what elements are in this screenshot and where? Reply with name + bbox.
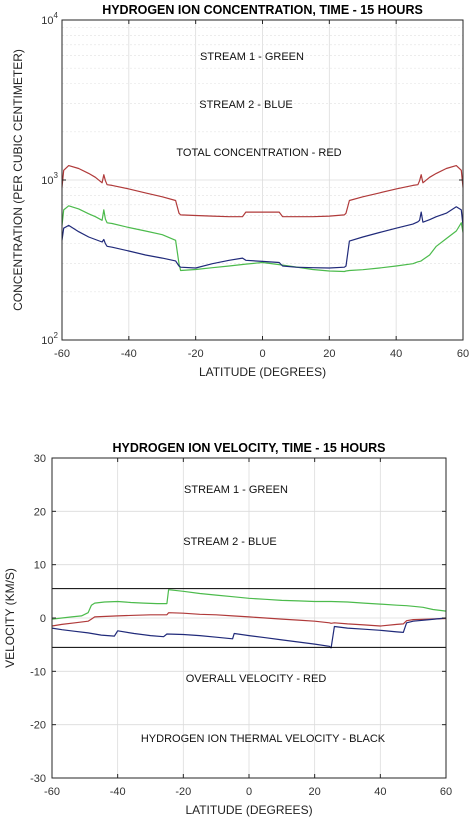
y-tick-exponent: 4 [54, 11, 59, 20]
series-line-3 [61, 206, 464, 269]
y-axis-label: VELOCITY (KM/S) [3, 568, 17, 668]
x-tick-label: -20 [188, 348, 204, 360]
y-tick-label: 10 [34, 560, 46, 572]
y-tick-label: 30 [34, 453, 46, 465]
legend-annotation: STREAM 1 - GREEN [184, 484, 288, 496]
legend-annotation: HYDROGEN ION THERMAL VELOCITY - BLACK [141, 733, 386, 745]
y-tick-base: 10 [41, 15, 53, 27]
x-tick-label: 20 [309, 786, 321, 798]
x-tick-label: 60 [440, 786, 452, 798]
x-tick-label: 0 [246, 786, 252, 798]
y-tick-label: 0 [40, 613, 46, 625]
x-axis-label: LATITUDE (DEGREES) [185, 803, 312, 817]
x-tick-label: -20 [175, 786, 191, 798]
y-tick-label: -20 [30, 720, 46, 732]
x-tick-label: 20 [323, 348, 335, 360]
y-axis-label: CONCENTRATION (PER CUBIC CENTIMETER) [11, 49, 25, 311]
legend-annotation: STREAM 2 - BLUE [183, 536, 277, 548]
x-axis-label: LATITUDE (DEGREES) [199, 365, 326, 379]
legend-annotation: OVERALL VELOCITY - RED [186, 673, 327, 685]
y-tick-base: 10 [41, 335, 53, 347]
y-tick-label: -10 [30, 666, 46, 678]
legend-annotation: STREAM 2 - BLUE [199, 99, 293, 111]
legend-annotation: TOTAL CONCENTRATION - RED [176, 147, 341, 159]
x-tick-label: -40 [110, 786, 126, 798]
series-line-1 [51, 589, 447, 620]
x-tick-label: -40 [121, 348, 137, 360]
series-line-2 [61, 205, 464, 273]
x-tick-label: 40 [374, 786, 386, 798]
chart-title: HYDROGEN ION CONCENTRATION, TIME - 15 HO… [102, 3, 423, 17]
series-line-2 [51, 612, 447, 627]
y-tick-exponent: 2 [54, 331, 59, 340]
series-line-3 [51, 617, 447, 649]
x-tick-label: 40 [390, 348, 402, 360]
y-tick-base: 10 [41, 175, 53, 187]
y-tick-label: 104 [41, 11, 58, 27]
y-tick-exponent: 3 [54, 171, 59, 180]
y-tick-label: 102 [41, 331, 58, 347]
x-tick-label: 0 [259, 348, 265, 360]
y-tick-label: 20 [34, 506, 46, 518]
x-tick-label: -60 [44, 786, 60, 798]
x-tick-label: 60 [457, 348, 469, 360]
series-line-1 [61, 165, 464, 218]
x-tick-label: -60 [54, 348, 70, 360]
chart-title: HYDROGEN ION VELOCITY, TIME - 15 HOURS [113, 441, 386, 455]
y-tick-label: 103 [41, 171, 58, 187]
y-tick-label: -30 [30, 773, 46, 785]
chart-2: -60 -40 -20 0 20 40 60 -30 -20 -10 0 10 20 30 HYDROGEN… [3, 441, 452, 817]
legend-annotation: STREAM 1 - GREEN [200, 51, 304, 63]
